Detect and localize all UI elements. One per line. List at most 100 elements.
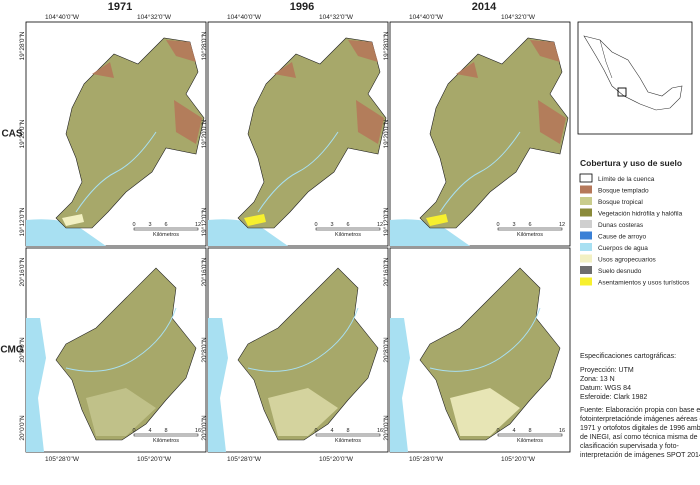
specs-line: Proyección: UTM [580, 367, 634, 374]
ocean [208, 219, 288, 246]
lon-label: 104°32'0"W [137, 13, 172, 21]
scale-label: 16 [195, 428, 201, 434]
map-panel: 19°28'0"N 19°20'0"N 19°12'0"N 104°40'0"W 104… [382, 13, 571, 247]
legend-label: Bosque tropical [598, 199, 643, 206]
scale-label: 0 [314, 222, 317, 228]
scale-unit: Kilómetros [153, 438, 179, 444]
ocean [390, 219, 470, 246]
scale-label: 8 [346, 428, 349, 434]
legend-swatch [579, 173, 593, 183]
ocean [26, 318, 46, 452]
settlement [426, 214, 448, 226]
lat-label: 19°12'0"N [18, 207, 26, 236]
legend-label: Cuerpos de agua [598, 245, 648, 252]
lon-label: 105°20'0"W [319, 455, 354, 463]
ocean [390, 318, 410, 452]
legend-swatch [580, 220, 592, 228]
scale-label: 4 [512, 428, 515, 434]
scale-label: 6 [164, 222, 167, 228]
scale-label: 0 [132, 222, 135, 228]
lat-label: 19°28'0"N [200, 31, 208, 60]
scale-label: 16 [377, 428, 383, 434]
lat-label: 20°16'0"N [200, 257, 208, 286]
scale-unit: Kilómetros [153, 232, 179, 238]
scale-label: 0 [314, 428, 317, 434]
river [429, 307, 541, 372]
legend-swatch [580, 254, 592, 263]
river [439, 131, 521, 213]
lat-label: 19°12'0"N [200, 207, 208, 236]
lat-label: 19°20'0"N [18, 119, 26, 148]
map-panel: 19°28'0"N 19°20'0"N 19°12'0"N 104°40'0"W 104… [18, 13, 207, 247]
lon-label: 104°40'0"W [227, 13, 262, 21]
source-line: interpretación de imágenes SPOT 2014. [580, 452, 700, 459]
lon-label: 105°20'0"W [137, 455, 172, 463]
lat-label: 20°8'0"N [382, 337, 390, 363]
legend-label: Cause de arroyo [598, 234, 646, 241]
source-line: Fuente: Elaboración propia con base en [580, 407, 700, 414]
scale-unit: Kilómetros [335, 232, 361, 238]
row-label: CAS [1, 129, 22, 140]
specs-line: Datum: WGS 84 [580, 385, 631, 392]
agriculture [86, 388, 156, 436]
source-line: fotointerpretaciónde imágenes aéreas de [580, 416, 700, 423]
river [257, 131, 339, 213]
legend-label: Límite de la cuenca [598, 176, 655, 183]
column-title: 2014 [472, 1, 497, 13]
scale-label: 12 [377, 222, 383, 228]
ocean [26, 219, 106, 246]
specs: Especificaciones cartográficas: Proyecció… [580, 353, 700, 459]
scale-label: 6 [346, 222, 349, 228]
map-panels: 1971 1996 2014 CAS 19°28'0"N 19°20'0"N 19°12'0… [0, 1, 571, 463]
lat-label: 20°16'0"N [382, 257, 390, 286]
scale-label: 16 [559, 428, 565, 434]
map-panel: 19°28'0"N 19°20'0"N 19°12'0"N 104°40'0"W 104… [200, 13, 389, 247]
legend-swatch [580, 266, 592, 274]
lon-label: 104°40'0"W [45, 13, 80, 21]
legend-title: Cobertura y uso de suelo [580, 158, 682, 168]
legend-swatch [580, 197, 592, 205]
row-label: CMG [0, 345, 24, 356]
scale-label: 0 [496, 222, 499, 228]
scale-bar [315, 433, 381, 437]
river [247, 307, 359, 372]
lon-label: 104°40'0"W [409, 13, 444, 21]
legend-swatch [580, 208, 592, 217]
lat-label: 19°28'0"N [382, 31, 390, 60]
lat-label: 20°8'0"N [200, 337, 208, 363]
river [75, 131, 157, 213]
settlement [62, 214, 84, 226]
lat-label: 19°28'0"N [18, 31, 26, 60]
scale-label: 8 [164, 428, 167, 434]
legend-label: Bosque templado [598, 188, 649, 195]
scale-unit: Kilómetros [335, 438, 361, 444]
scale-label: 12 [559, 222, 565, 228]
lat-label: 20°8'0"N [18, 337, 26, 363]
source-line: 1971 y ortofotos digitales de 1996 ambos [580, 425, 700, 432]
scale-bar [133, 433, 199, 437]
temperate-forest [92, 40, 202, 144]
lon-label: 104°32'0"W [319, 13, 354, 21]
legend-label: Usos agropecuarios [598, 257, 657, 264]
map-panel: 20°16'0"N 20°8'0"N 20°0'0"N 105°28'0"W 105°2… [382, 247, 571, 463]
lon-label: 105°28'0"W [227, 455, 262, 463]
specs-line: Esferoide: Clark 1982 [580, 394, 647, 401]
lat-label: 19°20'0"N [382, 119, 390, 148]
agriculture [268, 388, 338, 436]
lon-label: 104°32'0"W [501, 13, 536, 21]
legend-label: Dunas costeras [598, 222, 644, 229]
lat-label: 20°0'0"N [200, 415, 208, 441]
legend-swatch [580, 185, 592, 194]
scale-label: 4 [148, 428, 151, 434]
lon-label: 105°28'0"W [409, 455, 444, 463]
agriculture [450, 388, 520, 436]
lon-label: 105°20'0"W [501, 455, 536, 463]
ocean [208, 318, 228, 452]
lat-label: 20°0'0"N [382, 415, 390, 441]
temperate-forest [274, 40, 384, 144]
lat-label: 19°20'0"N [200, 119, 208, 148]
scale-label: 3 [512, 222, 515, 228]
source-line: de INEGI, así como técnica misma de [580, 434, 698, 441]
lat-label: 20°0'0"N [18, 415, 26, 441]
